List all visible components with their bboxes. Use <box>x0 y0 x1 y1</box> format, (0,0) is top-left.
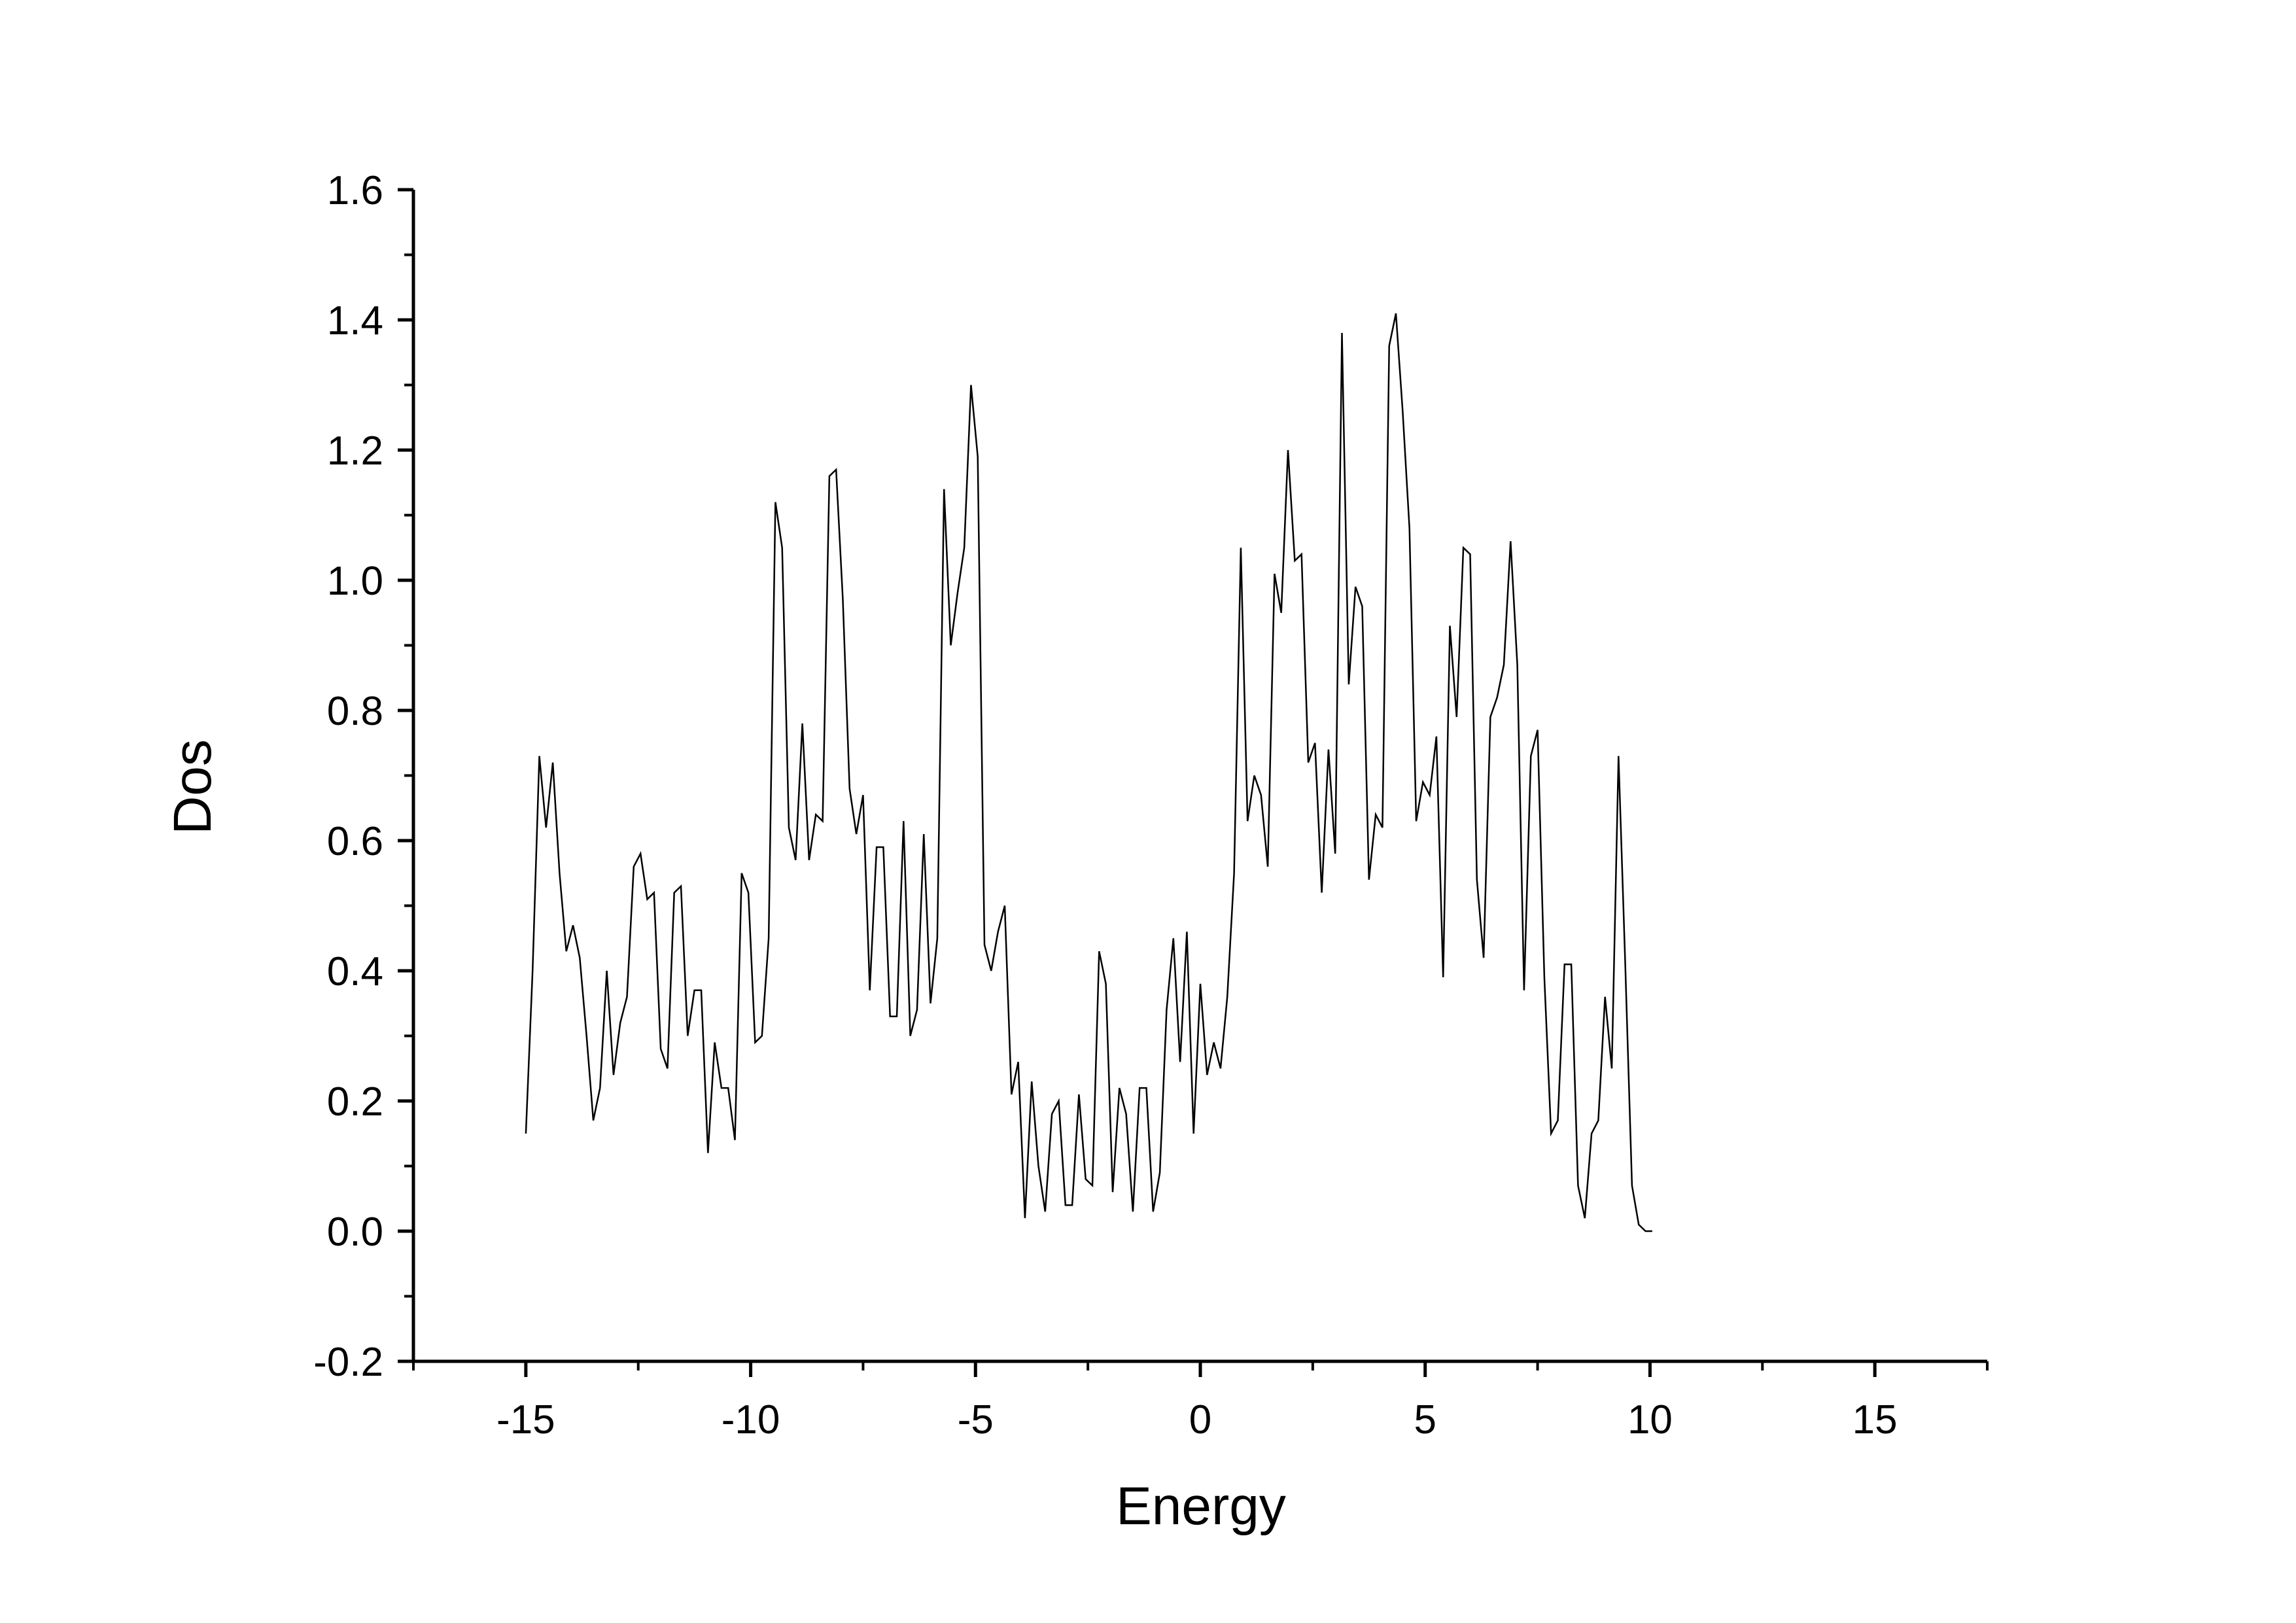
y-tick-label: 1.2 <box>327 428 383 474</box>
y-axis-title: Dos <box>163 739 222 835</box>
x-tick-label: 0 <box>1189 1397 1211 1442</box>
x-tick-label: -5 <box>958 1397 994 1442</box>
x-tick-label: -10 <box>722 1397 780 1442</box>
y-tick-label: 0.4 <box>327 949 383 994</box>
y-tick-label: 1.6 <box>327 168 383 213</box>
y-tick-label: 1.4 <box>327 298 383 343</box>
y-tick-label: 0.6 <box>327 819 383 864</box>
x-axis-ticks: -15 -10 -5 0 5 10 15 <box>412 1361 1989 1442</box>
dos-series-line <box>525 313 1652 1232</box>
y-axis-ticks: -0.2 0.0 0.2 0.4 0.6 0.8 1.0 1.2 1.4 1.6 <box>313 168 413 1385</box>
x-axis-title: Energy <box>1116 1476 1286 1536</box>
y-tick-label: 0.2 <box>327 1079 383 1125</box>
x-tick-label: 5 <box>1414 1397 1436 1442</box>
y-tick-label: -0.2 <box>313 1340 383 1385</box>
y-tick-label: 0.0 <box>327 1210 383 1255</box>
x-tick-label: 10 <box>1627 1397 1673 1442</box>
y-tick-label: 0.8 <box>327 689 383 734</box>
x-tick-label: 15 <box>1852 1397 1898 1442</box>
y-tick-label: 1.0 <box>327 559 383 604</box>
x-tick-label: -15 <box>496 1397 555 1442</box>
